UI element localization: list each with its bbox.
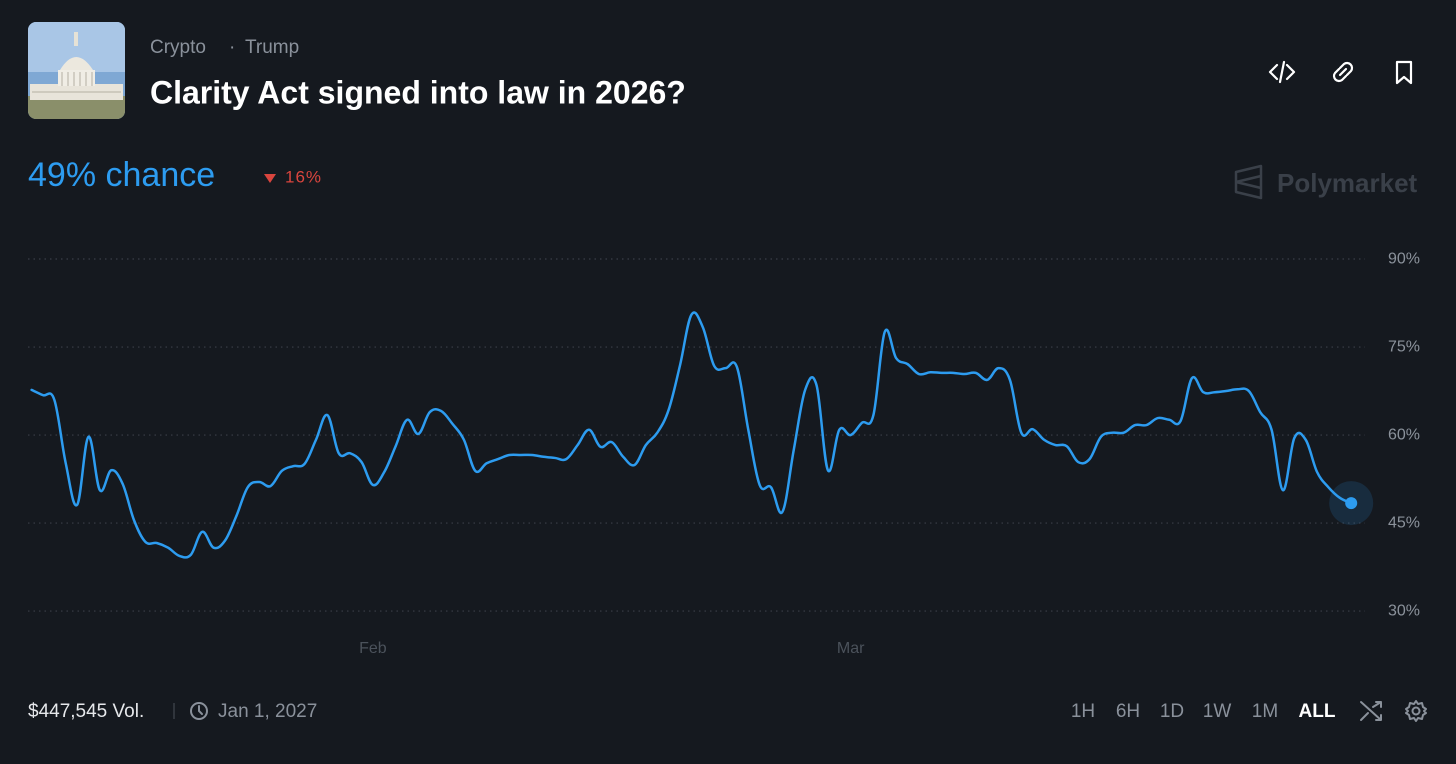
last-point	[1345, 497, 1358, 510]
tag[interactable]: Crypto	[150, 37, 206, 58]
separator: ·	[229, 37, 235, 58]
embed-button[interactable]	[1268, 60, 1296, 84]
bookmark-button[interactable]	[1395, 60, 1413, 85]
y-tick-label: 75%	[1388, 338, 1420, 355]
volume: $447,545 Vol.	[28, 701, 144, 722]
change-down-icon	[264, 174, 276, 183]
settings-button[interactable]	[1405, 700, 1427, 722]
range-button[interactable]: 1H	[1071, 701, 1095, 722]
shuffle-button[interactable]	[1360, 701, 1382, 721]
price-chart: 30% 45% 60% 75% 90% Feb Mar	[28, 250, 1420, 657]
brand-logo	[1234, 164, 1263, 200]
range-selector: 1H 6H 1D 1W 1M ALL	[1071, 701, 1336, 722]
range-button[interactable]: 1D	[1160, 701, 1184, 722]
y-tick-label: 30%	[1388, 602, 1420, 619]
chance: 49% chance	[28, 156, 215, 194]
y-tick-label: 60%	[1388, 426, 1420, 443]
end-date: Jan 1, 2027	[218, 701, 317, 722]
market-title: Clarity Act signed into law in 2026?	[150, 74, 686, 110]
y-tick-label: 90%	[1388, 250, 1420, 267]
range-button[interactable]: 6H	[1116, 701, 1140, 722]
x-tick-label: Mar	[837, 640, 865, 657]
range-button[interactable]: 1M	[1252, 701, 1278, 722]
market-image	[28, 22, 125, 119]
change: 16%	[285, 167, 322, 186]
y-tick-label: 45%	[1388, 514, 1420, 531]
brand-name: Polymarket	[1277, 168, 1418, 198]
range-button[interactable]: ALL	[1299, 701, 1336, 722]
price-line	[30, 311, 1353, 559]
copy-link-button[interactable]	[1332, 61, 1354, 83]
clock-icon	[190, 702, 208, 720]
tag[interactable]: Trump	[245, 37, 299, 58]
x-tick-label: Feb	[359, 640, 387, 657]
range-button[interactable]: 1W	[1203, 701, 1232, 722]
